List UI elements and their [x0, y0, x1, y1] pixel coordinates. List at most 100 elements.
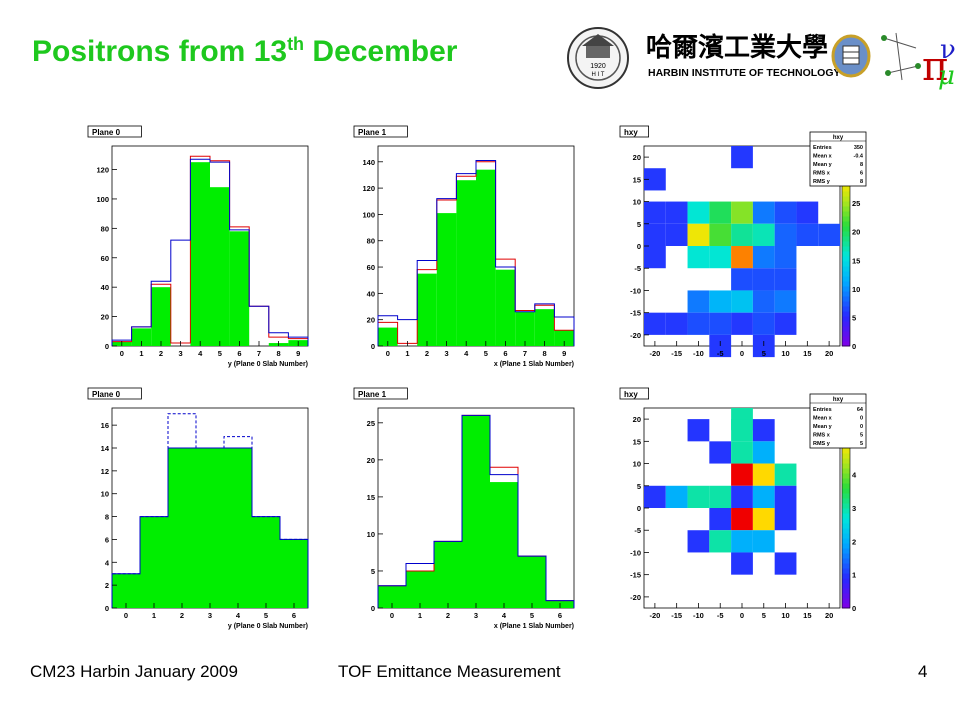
- seal-text: H I T: [592, 72, 605, 78]
- heatmap-cell: [774, 223, 797, 246]
- institution-english-name: HARBIN INSTITUTE OF TECHNOLOGY: [648, 67, 841, 79]
- x-tick-label: -5: [717, 611, 724, 620]
- y-tick-label: 0: [105, 342, 109, 351]
- x-tick-label: 1: [418, 611, 422, 620]
- x-tick-label: 2: [159, 349, 163, 358]
- x-tick-label: 1: [405, 349, 409, 358]
- palette-swatch: [842, 598, 850, 604]
- histogram-outline-blue: [377, 414, 575, 608]
- chart-title: Plane 0: [92, 128, 121, 137]
- heatmap-cell: [774, 201, 797, 224]
- heatmap-cell: [731, 463, 753, 486]
- heatmap-cell: [731, 419, 753, 442]
- heatmap-cell: [752, 312, 775, 335]
- x-axis-label: y (Plane 0 Slab Number): [228, 361, 308, 368]
- y-tick-label: 5: [637, 220, 641, 229]
- palette-swatch: [842, 336, 850, 342]
- palette-swatch: [842, 246, 850, 252]
- stats-title: hxy: [833, 397, 844, 403]
- x-tick-label: 5: [218, 349, 222, 358]
- y-tick-label: -20: [630, 593, 641, 602]
- heatmap-cell: [752, 290, 775, 313]
- heatmap-cell: [687, 223, 710, 246]
- stats-value: 5: [860, 433, 863, 439]
- y-tick-label: 0: [105, 604, 109, 613]
- histogram-bar: [280, 539, 308, 608]
- y-tick-label: -15: [630, 571, 641, 580]
- logo-banner: 1920 H I T 哈爾濱工業大學 HARBIN INSTITUTE OF T…: [567, 27, 956, 91]
- histogram-bar: [151, 287, 171, 346]
- histogram-bar: [112, 573, 140, 608]
- stats-key: RMS y: [813, 179, 831, 185]
- x-tick-label: 0: [740, 611, 744, 620]
- heatmap-cell: [731, 485, 753, 508]
- y-tick-label: -5: [634, 264, 641, 273]
- x-tick-label: 4: [464, 349, 469, 358]
- heatmap-cell: [731, 312, 753, 335]
- x-tick-label: -10: [693, 611, 704, 620]
- heatmap-cell: [687, 419, 710, 442]
- y-tick-label: 0: [371, 342, 375, 351]
- histogram-outline-blue: [111, 158, 309, 346]
- palette-swatch: [842, 241, 850, 247]
- stats-value: -0.4: [854, 154, 864, 160]
- palette-swatch: [842, 533, 850, 539]
- palette-swatch: [842, 448, 850, 454]
- stats-key: Mean x: [813, 154, 833, 160]
- chart-panel-2: Plane 1 0 20 40 60 80 100 120 140 0 1 2 3 4 5 6 7 8 9 x (Pl…: [350, 122, 582, 370]
- x-tick-label: 5: [530, 611, 534, 620]
- palette-swatch: [842, 518, 850, 524]
- x-tick-label: 0: [740, 349, 744, 358]
- x-tick-label: 0: [124, 611, 128, 620]
- palette-swatch: [842, 311, 850, 317]
- heatmap-cell: [644, 485, 666, 508]
- palette-swatch: [842, 211, 850, 217]
- histogram-bar: [554, 330, 574, 346]
- slide-title: Positrons from 13th December: [32, 34, 457, 69]
- heatmap-cell: [796, 223, 819, 246]
- stats-value: 8: [860, 179, 863, 185]
- heatmap-cell: [644, 246, 666, 269]
- histogram-bar: [417, 273, 437, 346]
- x-tick-label: 5: [264, 611, 268, 620]
- pi-symbol: π: [922, 44, 948, 90]
- heatmap-cell: [709, 485, 732, 508]
- y-tick-label: 8: [105, 513, 109, 522]
- heatmap-cell: [774, 485, 797, 508]
- heatmap-cell: [774, 552, 797, 575]
- x-tick-label: 0: [120, 349, 124, 358]
- palette-swatch: [842, 266, 850, 272]
- chart-title-box: [353, 387, 408, 400]
- heatmap-cell: [752, 246, 775, 269]
- heatmap-cell: [752, 419, 775, 442]
- heatmap-cell: [644, 168, 666, 191]
- histogram-bar: [462, 415, 490, 608]
- y-tick-label: 20: [101, 313, 109, 322]
- footer-left: CM23 Harbin January 2009: [30, 662, 238, 681]
- heatmap-cell: [731, 201, 753, 224]
- x-tick-label: 2: [446, 611, 450, 620]
- x-tick-label: 10: [781, 349, 789, 358]
- y-tick-label: 0: [637, 504, 641, 513]
- y-tick-label: 20: [367, 316, 375, 325]
- chart-title-box: [87, 125, 142, 138]
- heatmap-cell: [752, 201, 775, 224]
- palette-swatch: [842, 453, 850, 459]
- heatmap-cell: [774, 268, 797, 291]
- palette-swatch: [842, 508, 850, 514]
- palette-swatch: [842, 276, 850, 282]
- physics-network-logo: [881, 32, 921, 81]
- palette-swatch: [842, 468, 850, 474]
- heatmap-cell: [752, 530, 775, 553]
- heatmap-cell: [752, 508, 775, 531]
- stats-value: 0: [860, 416, 863, 422]
- palette-tick-label: 5: [852, 313, 856, 322]
- x-tick-label: 3: [474, 611, 478, 620]
- stats-key: Mean y: [813, 162, 833, 168]
- y-tick-label: 10: [101, 490, 109, 499]
- x-tick-label: 0: [386, 349, 390, 358]
- palette-swatch: [842, 498, 850, 504]
- heatmap-cell: [665, 201, 688, 224]
- heatmap-cell: [774, 312, 797, 335]
- heatmap-cell: [774, 246, 797, 269]
